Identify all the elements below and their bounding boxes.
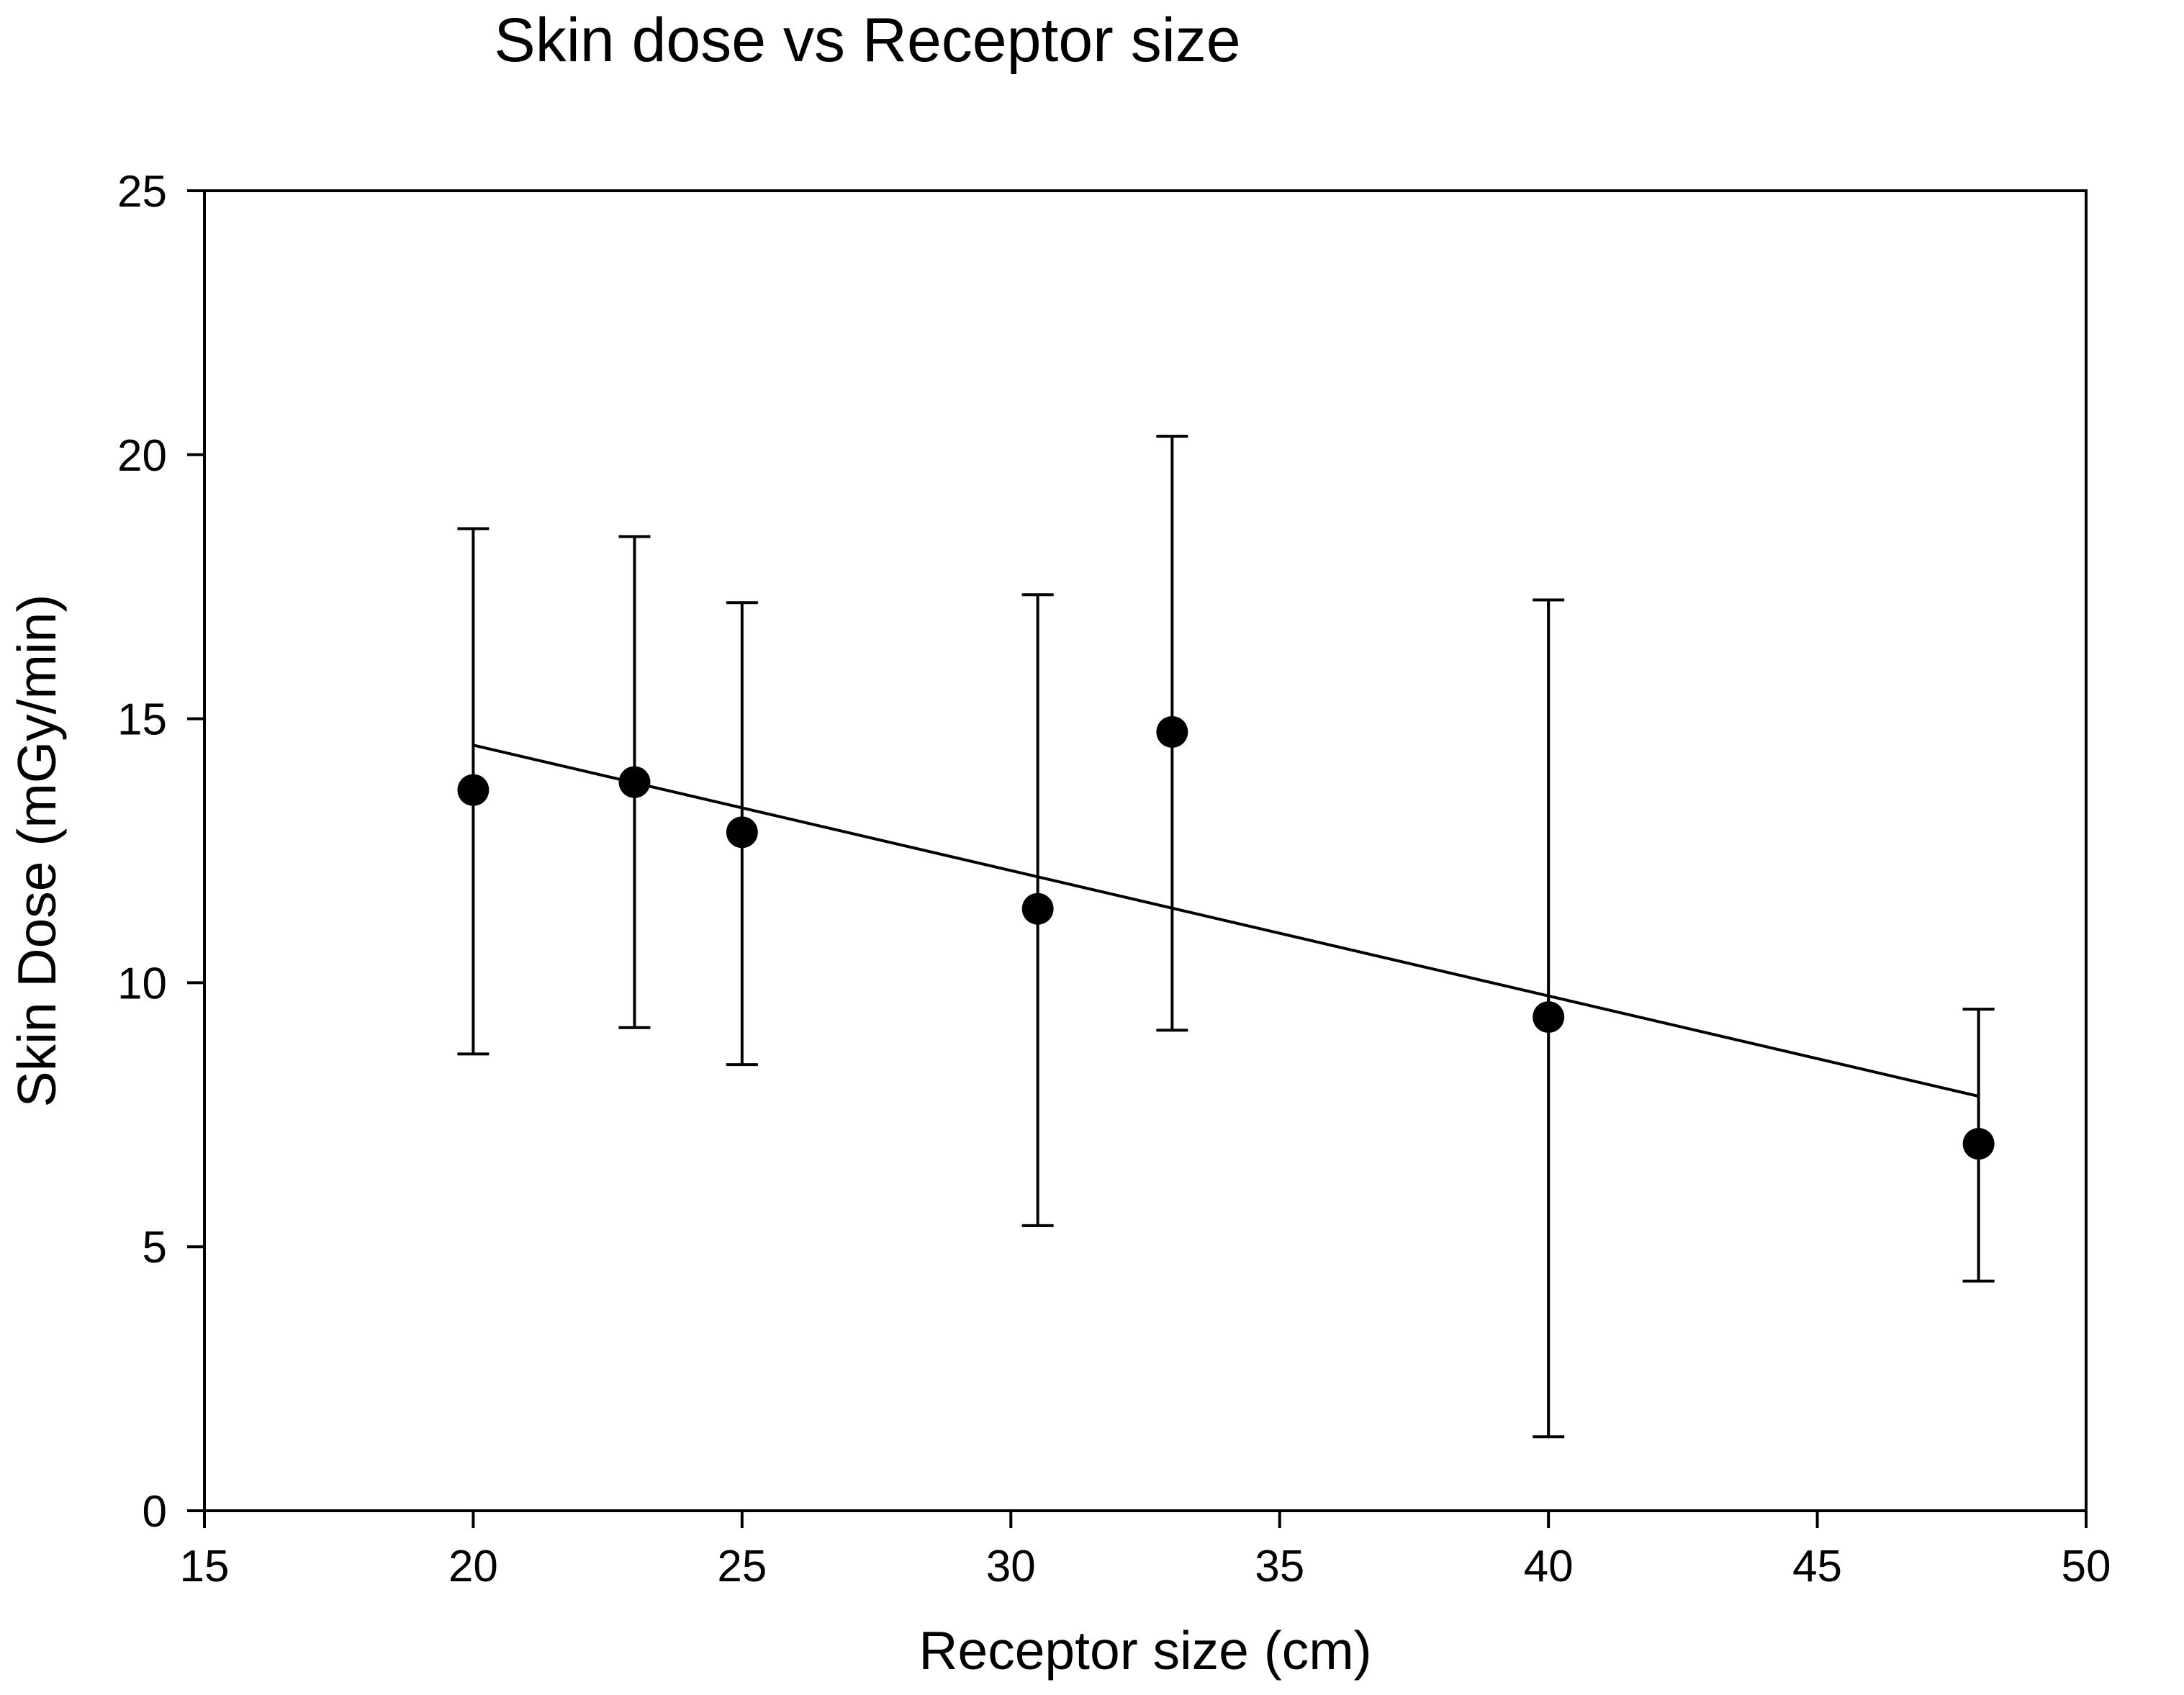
y-axis-label: Skin Dose (mGy/min) — [6, 595, 67, 1108]
trendline-layer — [472, 743, 1980, 1098]
data-point — [1021, 892, 1054, 925]
y-axis-ticks: 0 5 10 15 20 25 — [117, 167, 204, 1537]
y-tick-label: 25 — [117, 167, 167, 217]
data-point — [457, 774, 489, 806]
data-point — [618, 766, 651, 798]
data-point — [1962, 1128, 1995, 1160]
x-tick-label: 30 — [986, 1542, 1036, 1591]
data-points-layer — [457, 715, 1995, 1160]
x-tick-label: 25 — [717, 1542, 767, 1591]
y-tick-label: 5 — [143, 1223, 167, 1273]
x-axis-label: Receptor size (cm) — [919, 1620, 1371, 1681]
x-tick-label: 50 — [2062, 1542, 2111, 1591]
x-tick-label: 20 — [448, 1542, 498, 1591]
data-point — [1156, 715, 1188, 748]
x-tick-label: 15 — [180, 1542, 230, 1591]
x-tick-label: 40 — [1524, 1542, 1574, 1591]
data-point — [726, 816, 758, 849]
x-axis-ticks: 15 20 25 30 35 40 45 50 — [180, 1511, 2111, 1591]
y-tick-label: 0 — [143, 1487, 167, 1537]
data-point — [1533, 1001, 1565, 1034]
x-tick-label: 45 — [1792, 1542, 1842, 1591]
chart-title: Skin dose vs Receptor size — [494, 6, 1240, 75]
trendline — [472, 743, 1980, 1098]
y-tick-label: 20 — [117, 431, 167, 481]
y-tick-label: 15 — [117, 695, 167, 745]
y-tick-label: 10 — [117, 959, 167, 1008]
plot-frame — [203, 189, 2088, 1512]
x-tick-label: 35 — [1255, 1542, 1304, 1591]
error-bars-layer — [457, 435, 1995, 1439]
